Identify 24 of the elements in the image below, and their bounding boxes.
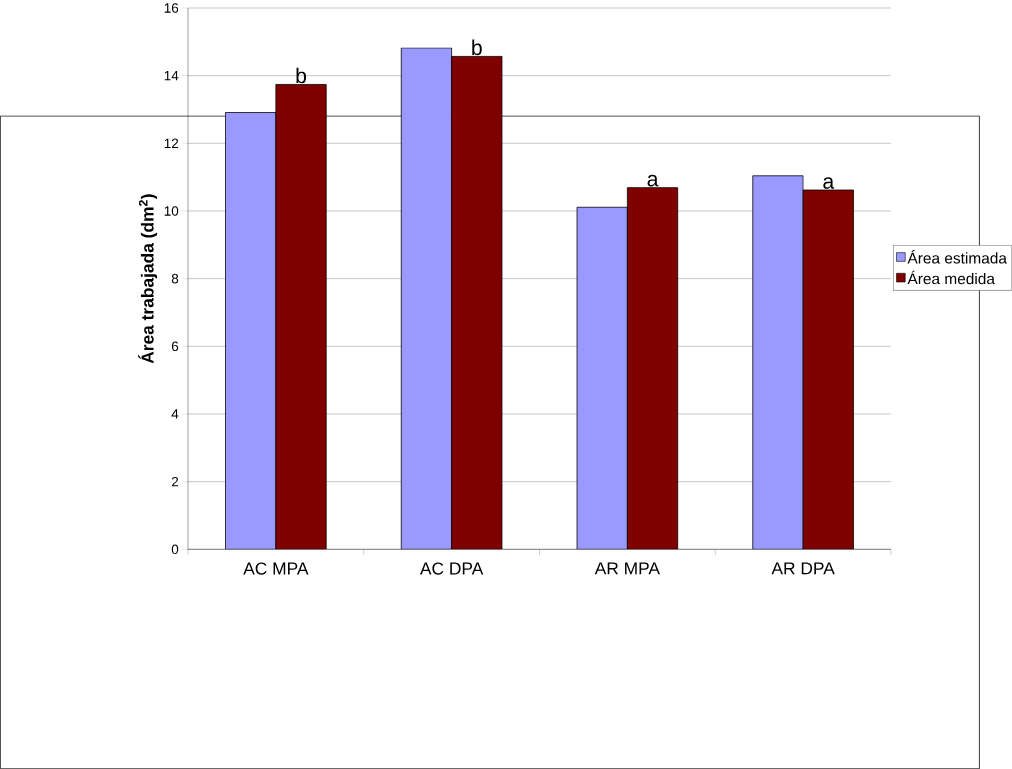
y-tick-label: 16 bbox=[164, 3, 179, 13]
legend-label: Área estimada bbox=[907, 250, 1007, 264]
y-tick-label: 4 bbox=[171, 409, 179, 419]
annotation: b bbox=[472, 39, 482, 56]
y-tick-label: 6 bbox=[171, 341, 179, 352]
y-tick-label: 14 bbox=[164, 70, 179, 81]
x-tick-label: AR MPA bbox=[594, 562, 660, 575]
annotation: a bbox=[647, 174, 659, 187]
bar bbox=[451, 55, 503, 550]
y-tick-label: 8 bbox=[171, 273, 179, 284]
x-tick-label: AC DPA bbox=[419, 562, 484, 575]
annotation: a bbox=[823, 177, 835, 189]
annotation: b bbox=[296, 67, 307, 84]
y-axis-title: Área trabajada (dm$^{2}$) bbox=[138, 194, 158, 364]
legend-label: Área medida bbox=[907, 270, 995, 285]
bar bbox=[626, 187, 679, 550]
x-tick-label: AR DPA bbox=[771, 562, 835, 575]
bar bbox=[802, 189, 854, 550]
y-tick-label: 0 bbox=[171, 544, 179, 555]
bar bbox=[275, 84, 327, 550]
x-tick-label: AC MPA bbox=[243, 562, 309, 575]
y-tick-label: 2 bbox=[171, 476, 179, 487]
y-tick-label: 10 bbox=[164, 206, 179, 216]
y-tick-label: 12 bbox=[164, 138, 179, 148]
